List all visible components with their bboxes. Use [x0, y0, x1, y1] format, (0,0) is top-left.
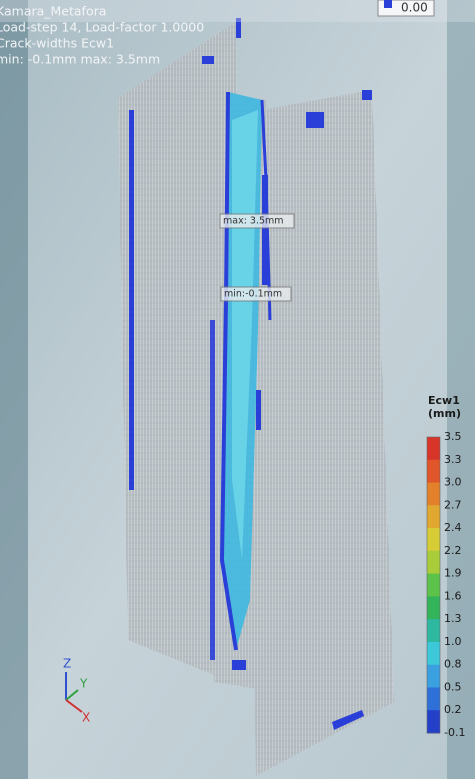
page: Kamara_Metafora Load-step 14, Load-facto…: [0, 0, 475, 779]
crack-strip: [256, 390, 261, 430]
header-line: Kamara_Metafora: [0, 4, 106, 19]
legend-unit: (mm): [428, 407, 461, 420]
legend-band: [427, 551, 440, 574]
legend-label: 0.5: [444, 680, 462, 693]
header-line: Crack-widths Ecw1: [0, 36, 114, 51]
header-line: min: -0.1mm max: 3.5mm: [0, 52, 160, 67]
legend-label: 1.3: [444, 612, 462, 625]
legend-label: 3.0: [444, 476, 462, 489]
legend-label: 2.4: [444, 521, 462, 534]
legend-band: [427, 596, 440, 619]
legend-label: 1.6: [444, 589, 462, 602]
axis-label: Z: [63, 657, 71, 671]
legend-label: 3.3: [444, 453, 462, 466]
legend-label: 1.0: [444, 635, 462, 648]
value-text: 0.00: [401, 1, 428, 15]
crack-strip: [129, 110, 134, 490]
legend-title: Ecw1: [428, 394, 460, 407]
legend-band: [427, 460, 440, 483]
crack-strip: [306, 112, 324, 128]
legend-label: 2.2: [444, 544, 462, 557]
crack-strip: [362, 90, 372, 100]
legend-band: [427, 483, 440, 506]
crack-strip: [202, 56, 214, 64]
axis-label: X: [82, 711, 90, 725]
legend-band: [427, 505, 440, 528]
legend-label: 1.9: [444, 567, 462, 580]
left-edge: [0, 0, 28, 779]
legend-band: [427, 437, 440, 460]
axis-label: Y: [79, 677, 88, 691]
legend-band: [427, 619, 440, 642]
legend-label: 0.2: [444, 703, 462, 716]
annotation: min:-0.1mm: [224, 289, 282, 300]
value-swatch: [384, 0, 392, 8]
legend-band: [427, 665, 440, 688]
legend-band: [427, 710, 440, 733]
legend-label: 0.8: [444, 658, 462, 671]
crack-strip: [262, 175, 268, 285]
header-line: Load-step 14, Load-factor 1.0000: [0, 20, 204, 35]
crack-strip: [232, 660, 246, 670]
legend-band: [427, 687, 440, 710]
crack-strip: [210, 320, 215, 660]
legend-label: 2.7: [444, 498, 462, 511]
right-panel: [250, 90, 394, 776]
legend-label: 3.5: [444, 430, 462, 443]
viewport: Kamara_Metafora Load-step 14, Load-facto…: [0, 0, 475, 779]
legend-band: [427, 574, 440, 597]
legend-band: [427, 528, 440, 551]
annotation: max: 3.5mm: [223, 216, 284, 227]
legend-label: -0.1: [444, 726, 465, 739]
legend-band: [427, 642, 440, 665]
